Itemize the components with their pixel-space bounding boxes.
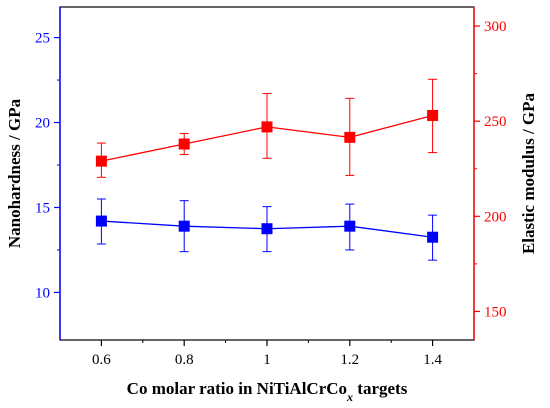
series-layer: [95, 78, 439, 261]
y-right-tick-label: 250: [484, 114, 507, 130]
y-right-tick-label: 300: [484, 19, 507, 35]
data-point: [178, 220, 190, 232]
data-point: [178, 138, 190, 150]
data-point: [95, 215, 107, 227]
x-tick-label: 0.8: [175, 352, 194, 368]
y-right-tick-label: 200: [484, 209, 507, 225]
y-left-tick-label: 10: [35, 285, 50, 301]
x-tick-label: 1: [263, 352, 271, 368]
x-axis-title: Co molar ratio in NiTiAlCrCox targets: [127, 379, 408, 404]
y-left-tick-label: 15: [35, 200, 50, 216]
series-left: [95, 198, 439, 261]
x-tick-label: 1.4: [423, 352, 442, 368]
axes-layer: [54, 7, 480, 346]
y-left-axis-title: Nanohardness / GPa: [5, 98, 24, 248]
y-right-tick-label: 150: [484, 304, 507, 320]
labels-layer: 0.6 0.8 1 1.2 1.4 10 15 20 25 150 200 250 300 Co mola…: [5, 19, 538, 404]
data-point: [427, 109, 439, 121]
series-right: [95, 78, 439, 178]
data-point: [344, 131, 356, 143]
data-point: [344, 220, 356, 232]
y-left-tick-label: 20: [35, 116, 50, 132]
data-point: [95, 155, 107, 167]
data-point: [427, 231, 439, 243]
plot-frame: [59, 6, 475, 341]
y-left-tick-label: 25: [35, 31, 50, 47]
y-right-axis-title: Elastic modulus / GPa: [519, 92, 538, 254]
data-point: [261, 223, 273, 235]
x-tick-label: 0.6: [92, 352, 111, 368]
x-tick-label: 1.2: [340, 352, 359, 368]
data-point: [261, 121, 273, 133]
